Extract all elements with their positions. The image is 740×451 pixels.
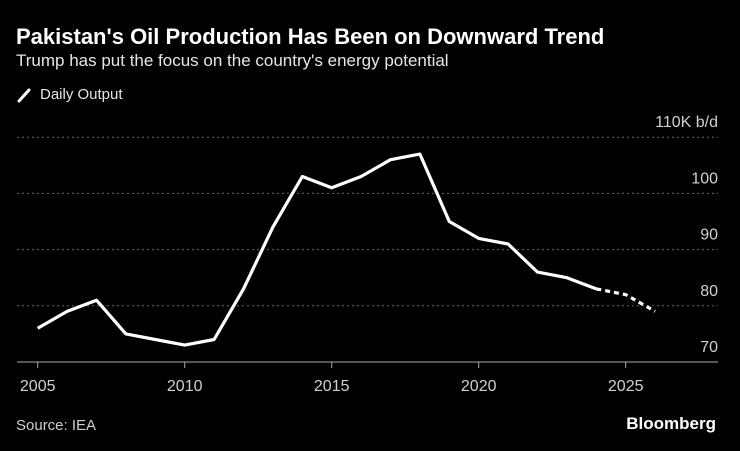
chart-title: Pakistan's Oil Production Has Been on Do… [16,24,605,49]
series-line-daily-output [36,152,597,347]
x-tick-label: 2015 [314,378,350,395]
legend-line-icon [17,88,31,102]
x-tick-label: 2025 [608,378,644,395]
y-tick-label: 100 [691,170,718,187]
source-note: Source: IEA [16,417,97,434]
y-tick-label: 110K b/d [655,114,718,131]
legend-label: Daily Output [40,86,123,103]
y-tick-label: 90 [700,227,718,244]
chart-subtitle: Trump has put the focus on the country's… [16,51,449,70]
legend: Daily Output [16,86,123,103]
x-tick-label: 2010 [167,378,203,395]
x-tick-label: 2005 [20,378,56,395]
y-tick-label: 80 [700,283,718,300]
series-line-projected [595,287,656,313]
x-tick-label: 2020 [461,378,497,395]
y-tick-label: 70 [700,339,718,356]
bloomberg-logo: Bloomberg [626,414,716,433]
